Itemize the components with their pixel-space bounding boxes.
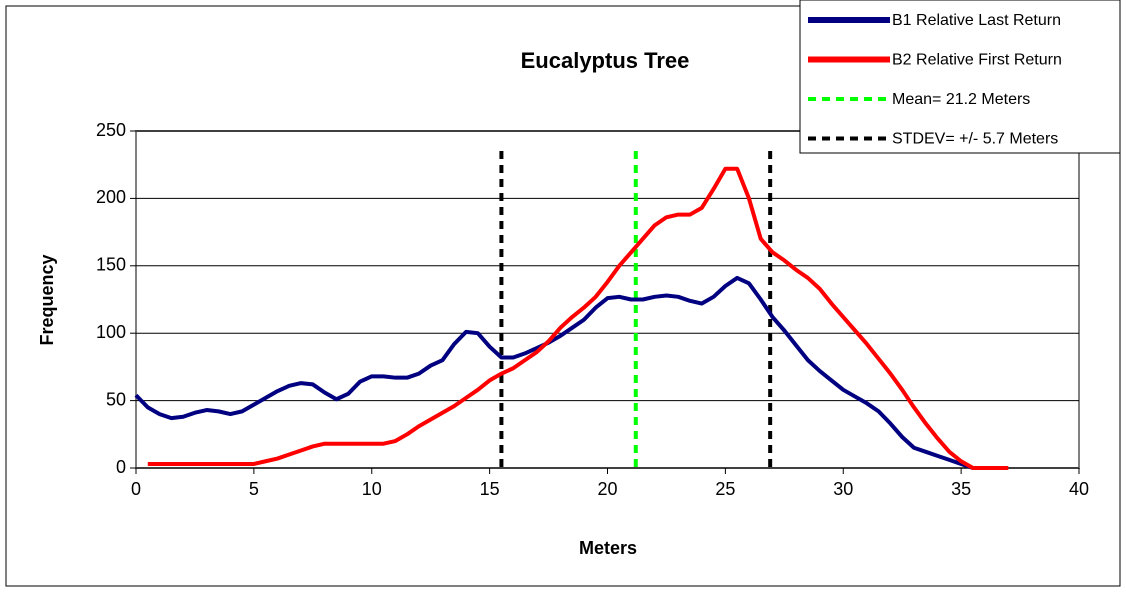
x-tick-label: 25 (715, 479, 735, 499)
legend (799, 0, 1121, 154)
x-tick-label: 40 (1069, 479, 1089, 499)
legend-label: Mean= 21.2 Meters (892, 91, 1030, 108)
y-axis-label: Frequency (37, 254, 57, 345)
legend-label: STDEV= +/- 5.7 Meters (892, 131, 1058, 148)
x-tick-label: 20 (597, 479, 617, 499)
y-tick-label: 200 (96, 187, 126, 207)
y-tick-label: 100 (96, 322, 126, 342)
x-tick-label: 5 (249, 479, 259, 499)
y-tick-label: 250 (96, 120, 126, 140)
legend-label: B2 Relative First Return (892, 52, 1062, 69)
x-tick-label: 35 (951, 479, 971, 499)
chart-title: Eucalyptus Tree (521, 48, 690, 73)
x-tick-label: 15 (480, 479, 500, 499)
x-tick-label: 10 (362, 479, 382, 499)
y-tick-label: 0 (116, 457, 126, 477)
legend-label: B1 Relative Last Return (892, 12, 1061, 29)
x-axis-label: Meters (579, 538, 637, 558)
y-tick-label: 50 (106, 389, 126, 409)
data-line (147, 166, 1009, 470)
data-line (134, 275, 974, 470)
x-tick-label: 30 (833, 479, 853, 499)
y-tick-label: 150 (96, 255, 126, 275)
x-tick-label: 0 (131, 479, 141, 499)
